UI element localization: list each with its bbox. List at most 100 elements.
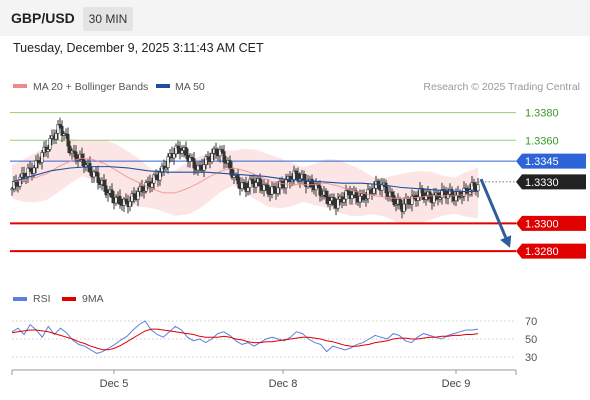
- candle-body: [240, 182, 244, 189]
- candle-body: [80, 153, 84, 160]
- x-axis: Dec 5 Dec 8 Dec 9: [11, 369, 517, 390]
- attribution: Research © 2025 Trading Central: [423, 81, 580, 93]
- candle-body: [202, 164, 206, 171]
- candle-body: [472, 182, 476, 187]
- legend-swatch-9ma: [62, 297, 76, 301]
- candle-body: [432, 194, 436, 204]
- candle-body: [192, 158, 196, 169]
- candle-body: [206, 156, 210, 160]
- timeframe-button[interactable]: 30 MIN: [83, 7, 133, 31]
- candle-body: [210, 153, 214, 162]
- candle-body: [232, 175, 236, 178]
- candle-body: [476, 184, 480, 192]
- level-tag-3: [516, 215, 586, 231]
- candle-body: [154, 174, 158, 178]
- candle-body: [150, 182, 154, 188]
- candle-body: [440, 189, 444, 198]
- candle-body: [60, 125, 64, 136]
- candle-body: [220, 149, 224, 152]
- candle-body: [72, 150, 76, 153]
- candle-body: [438, 197, 442, 200]
- candle-body: [354, 190, 358, 199]
- level-label-1: 1.3360: [525, 135, 559, 147]
- candles: [10, 117, 480, 219]
- candle-body: [18, 176, 22, 187]
- candle-body: [228, 160, 232, 169]
- candle-body: [102, 179, 106, 187]
- legend-swatch-rsi: [13, 297, 27, 301]
- candle-body: [158, 172, 162, 181]
- candle-body: [266, 184, 270, 195]
- candle-body: [48, 138, 52, 150]
- candle-body: [364, 198, 368, 201]
- candle-body: [446, 194, 450, 199]
- candle-body: [204, 156, 208, 165]
- candle-body: [160, 165, 164, 173]
- level-label-0: 1.3380: [525, 108, 559, 120]
- candle-body: [460, 196, 464, 198]
- x-tick-label-2: Dec 9: [442, 378, 471, 390]
- candle-body: [104, 185, 108, 196]
- candle-body: [106, 193, 110, 196]
- candle-body: [140, 186, 144, 193]
- candle-body: [176, 145, 180, 149]
- candle-body: [380, 184, 384, 191]
- candle-body: [130, 193, 134, 202]
- level-tag-4: [516, 243, 586, 259]
- candle-body: [332, 197, 336, 206]
- candle-body: [402, 203, 406, 212]
- rsi-panel: 70 50 30: [11, 316, 537, 364]
- candle-body: [214, 148, 218, 155]
- candle-body: [320, 194, 324, 197]
- candle-body: [190, 157, 194, 159]
- candle-body: [54, 133, 58, 140]
- level-label-4: 1.3280: [525, 246, 559, 258]
- candle-body: [142, 190, 146, 193]
- price-labels: 1.3380 1.3360 1.3345 1.3300 1.3280 1.3330: [516, 108, 586, 259]
- candle-body: [276, 187, 280, 194]
- candle-body: [28, 167, 32, 170]
- candle-body: [394, 203, 398, 206]
- candle-body: [314, 183, 318, 191]
- candle-body: [128, 201, 132, 207]
- candle-body: [350, 194, 354, 199]
- candle-body: [462, 187, 466, 197]
- candle-body: [68, 145, 72, 154]
- candle-body: [58, 124, 62, 127]
- candle-body: [34, 160, 38, 169]
- candle-body: [222, 151, 226, 163]
- candle-body: [272, 186, 276, 189]
- candle-body: [336, 198, 340, 209]
- candle-body: [196, 164, 200, 171]
- forecast-arrow-head: [500, 235, 512, 248]
- candle-body: [420, 188, 424, 194]
- candle-body: [450, 189, 454, 197]
- candle-body: [346, 190, 350, 192]
- legend-label-ma50: MA 50: [175, 81, 205, 93]
- rsi-tick-label-0: 70: [525, 316, 537, 328]
- legend-swatch-bollinger: [13, 84, 27, 88]
- candle-body: [124, 198, 128, 203]
- candle-body: [96, 172, 100, 183]
- rsi-tick-label-1: 50: [525, 334, 537, 346]
- candle-body: [342, 198, 346, 203]
- candle-body: [410, 195, 414, 205]
- candle-body: [372, 187, 376, 194]
- candle-body: [246, 187, 250, 192]
- ma20-line: [11, 157, 479, 199]
- candle-body: [248, 178, 252, 188]
- candle-body: [66, 134, 70, 147]
- candle-body: [36, 160, 40, 163]
- candle-body: [92, 171, 96, 178]
- symbol-title: GBP/USD: [11, 10, 75, 26]
- level-label-3: 1.3300: [525, 218, 559, 230]
- current-price-label: 1.3330: [525, 177, 559, 189]
- candle-body: [110, 189, 114, 198]
- candle-body: [236, 174, 240, 185]
- candle-body: [14, 181, 18, 186]
- candle-body: [218, 149, 222, 157]
- candle-body: [344, 190, 348, 200]
- candle-body: [398, 198, 402, 206]
- candle-body: [244, 182, 248, 192]
